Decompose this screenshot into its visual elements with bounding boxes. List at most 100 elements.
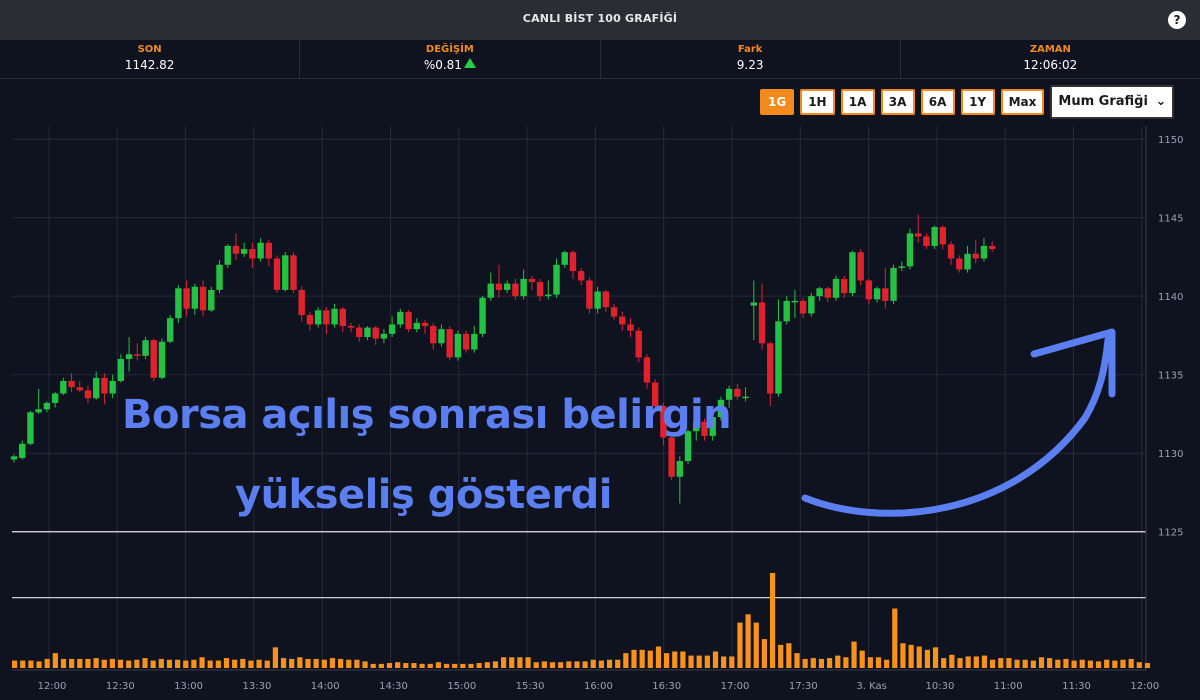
candle [257,238,264,262]
volume-bar [712,651,719,668]
range-button-1a[interactable]: 1A [840,89,875,115]
y-tick-label: 1135 [1158,371,1183,382]
help-icon[interactable]: ? [1168,11,1186,29]
candle [10,454,18,463]
candle-body [873,288,881,300]
volume-bar [20,660,26,668]
volume-bar [794,653,800,668]
candles [10,214,996,504]
volume-bar [386,663,393,668]
range-button-1h[interactable]: 1H [800,89,835,115]
candle [668,432,675,480]
volume-bar [1095,661,1102,668]
candle [610,304,618,320]
candle-body [980,245,988,259]
candle-body [19,443,26,458]
volume-bar [818,658,825,668]
range-button-6a[interactable]: 6A [920,89,955,115]
volume-bar [207,660,213,668]
volume-bar [134,659,140,668]
volume-bar [566,661,572,668]
candle-body [684,431,692,462]
stat-diff: Fark 9.23 [601,40,901,78]
volume-bar [598,660,604,668]
chart-type-select-value: Mum Grafiği [1058,94,1148,109]
volume-bar [525,657,531,668]
candle-body [208,289,215,311]
candle [454,330,462,361]
volume-bar [362,661,368,668]
candle [27,410,34,446]
candle-body [512,283,519,297]
volume-bar [990,659,996,668]
volume-bar [183,660,189,668]
range-button-max[interactable]: Max [1000,89,1045,115]
candle-body [51,393,59,403]
stat-last: SON 1142.82 [0,40,301,78]
candle [339,307,346,333]
candle-body [651,382,659,407]
candle [569,250,577,279]
volume-bar [44,658,50,668]
volume-bar [590,659,596,668]
candle-body [323,310,330,325]
volume-bars [12,573,1151,668]
candle-body [865,280,873,300]
arrow-annotation [801,336,1112,517]
stat-last-label: SON [137,44,162,55]
candle [725,385,733,408]
candle [240,242,248,257]
range-button-1g[interactable]: 1G [760,89,795,115]
candle [553,258,560,298]
chart-header: CANLI BİST 100 GRAFİĞİ ? [0,0,1200,41]
volume-bar [859,650,865,668]
candle [290,252,297,294]
candle [216,260,223,294]
x-tick-label: 15:00 [447,681,476,692]
stat-diff-label: Fark [737,44,763,55]
volume-bar [435,662,441,668]
candle [68,373,75,392]
volume-bar [240,658,246,668]
candle [430,322,437,350]
candle [158,338,166,380]
candle [512,278,519,300]
candle-body [487,283,494,298]
candle-body [504,283,511,290]
candle-body [939,227,947,245]
range-button-1y[interactable]: 1Y [960,89,995,115]
candle [109,374,116,399]
volume-bar [1038,657,1045,668]
candle-body [454,333,462,358]
candle-body [553,264,560,295]
range-button-3a[interactable]: 3A [880,89,915,115]
candle [84,385,92,403]
candle [758,283,766,350]
candle-body [602,291,610,308]
triangle-up-icon [463,58,476,68]
candle-body [791,300,799,303]
candle-body [495,283,503,290]
stat-time-value: 12:06:02 [1023,58,1078,72]
x-tick-label: 12:00 [1130,681,1159,692]
annotation-line-1: Borsa açılış sonrası belirgin [122,392,732,438]
candle-body [882,288,889,301]
candle [347,322,355,333]
candle-body [709,417,716,436]
candle-body [298,289,305,316]
candle [964,245,971,273]
volume-bar [85,658,91,668]
volume-bar [574,661,580,668]
candle [684,429,692,465]
candle-body [290,255,297,290]
chart-type-select[interactable]: Mum Grafiği ⌄ [1050,85,1175,119]
volume-bar [623,653,629,668]
volume-bar [769,573,776,668]
candle [783,296,790,325]
candle [857,249,864,286]
candle [117,354,125,383]
candle [865,278,873,305]
candle-body [191,286,199,309]
volume-bar [843,657,849,668]
candle [651,379,659,410]
